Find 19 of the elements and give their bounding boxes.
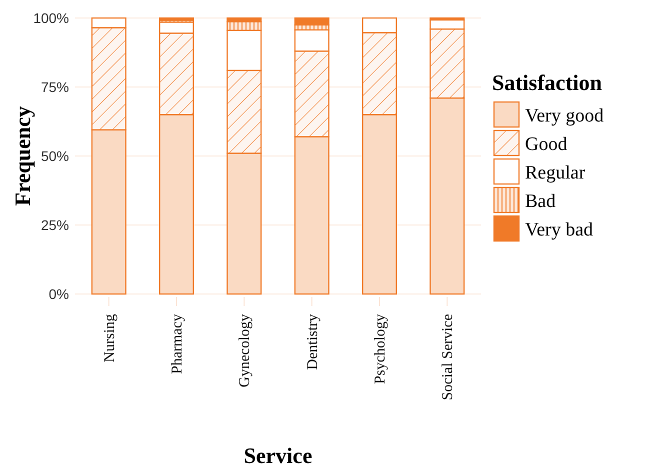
legend-label: Very good [525,106,604,127]
x-tick-label: Social Service [440,314,456,400]
y-axis-title: Frequency [10,106,35,206]
y-tick-label: 100% [33,10,69,26]
legend-label: Very bad [525,220,594,241]
y-tick-label: 75% [40,78,69,95]
x-tick-label: Nursing [102,314,118,362]
y-tick-label: 25% [40,216,69,233]
y-tick-label: 0% [48,286,69,302]
x-tick-label: Psychology [372,314,388,384]
legend-label: Good [525,134,568,156]
x-tick-label: Gynecology [237,314,254,388]
x-tick-label: Pharmacy [170,314,186,374]
x-tick-label: Dentistry [304,314,321,370]
legend-label: Regular [525,162,586,184]
x-axis-title: Service [244,443,312,468]
y-tick-label: 50% [40,148,69,164]
legend-label: Bad [525,191,556,212]
legend-title: Satisfaction [492,70,602,95]
